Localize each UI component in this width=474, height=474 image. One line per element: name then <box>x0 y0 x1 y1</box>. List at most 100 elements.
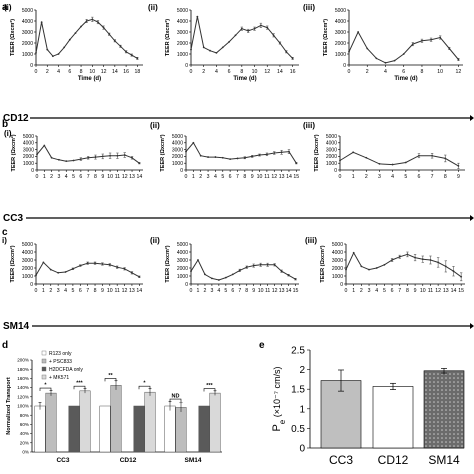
x-tick-label: 9 <box>252 288 255 294</box>
chart-a-ii: (ii) 0 1000 2000 3000 4000 5000 0 2 4 6 8 10 12 14 16 TE… <box>148 3 299 82</box>
data-point <box>238 269 241 272</box>
bar <box>34 405 46 453</box>
data-point <box>360 265 363 268</box>
data-point <box>228 41 231 43</box>
legend-label: + MK571 <box>49 375 69 381</box>
significance-bracket <box>203 388 216 392</box>
data-point <box>138 162 141 165</box>
data-point <box>97 21 99 23</box>
data-point <box>131 156 133 159</box>
data-point <box>199 154 202 157</box>
bar <box>372 386 414 449</box>
x-tick-label: 5 <box>71 288 74 294</box>
x-tick-label: 2 <box>203 288 206 294</box>
x-tick-label: 10 <box>420 288 426 294</box>
data-point <box>63 46 66 49</box>
x-tick-label: 4 <box>65 174 68 180</box>
x-tick-label: 10 <box>89 69 95 75</box>
y-tick-label: 80% <box>20 413 29 418</box>
x-tick-label: 13 <box>129 174 135 180</box>
x-tick-label: 4 <box>215 69 218 75</box>
y-tick-label: 4000 <box>22 19 33 25</box>
data-point <box>429 259 432 261</box>
bar <box>198 405 210 453</box>
data-point <box>439 36 442 39</box>
x-tick-label: 1 <box>43 174 46 180</box>
data-point <box>366 47 369 50</box>
y-axis-label: TEER (Ωxcm²) <box>159 134 166 171</box>
data-point <box>295 162 298 165</box>
x-tick-label: 5 <box>224 288 227 294</box>
panel-label-d: d <box>2 340 8 351</box>
x-tick-label: 3 <box>57 288 60 294</box>
x-tick-label: 13 <box>279 288 285 294</box>
panel-label-a: a <box>2 2 8 13</box>
data-point <box>136 57 139 60</box>
data-point <box>398 255 401 258</box>
y-tick-label: 2000 <box>172 154 183 160</box>
data-point <box>43 144 46 147</box>
x-tick-label: 4 <box>57 69 60 75</box>
data-point <box>452 270 455 273</box>
x-tick-label: 15 <box>293 174 299 180</box>
chart-a-iii: (iii) 0 1000 2000 3000 4000 5000 0 2 4 6 8 10 12 TEER … <box>303 3 463 82</box>
data-point <box>108 263 111 266</box>
data-point <box>375 57 378 60</box>
x-tick-label: 3 <box>57 174 60 180</box>
x-tick-label: 12 <box>122 174 128 180</box>
panel-label-b: b <box>2 119 8 130</box>
significance-bracket <box>73 385 86 390</box>
x-tick-label: 8 <box>240 69 243 75</box>
bar <box>209 392 221 453</box>
data-point <box>391 163 394 166</box>
series-line <box>339 151 459 167</box>
data-point <box>287 274 290 277</box>
y-tick-label: 2000 <box>22 41 33 47</box>
row-label-cc3: CC3 <box>3 213 23 224</box>
data-point <box>202 46 205 49</box>
chart-e: 0 0.5 1 1.5 2 2.5 Pe (×10⁻⁷ cm/s) CC3 CD12 SM14 <box>271 346 465 467</box>
x-tick-label: 8 <box>94 288 97 294</box>
y-tick-label: 0 <box>334 168 337 174</box>
y-tick-label: 0.5 <box>291 424 305 435</box>
data-point <box>291 57 294 60</box>
y-tick-label: 0 <box>185 63 188 69</box>
data-point <box>406 253 409 256</box>
data-point <box>236 157 239 160</box>
series-line <box>185 141 297 164</box>
bar <box>320 380 362 449</box>
x-tick-label: 2 <box>49 288 52 294</box>
y-axis-label: Pe (×10⁻⁷ cm/s) <box>271 366 287 431</box>
x-tick-label: 6 <box>418 174 421 180</box>
data-point <box>345 268 347 271</box>
x-tick-label: 10 <box>252 69 258 75</box>
y-tick-label: 160% <box>17 376 29 381</box>
data-point <box>123 267 126 270</box>
data-point <box>42 261 45 264</box>
x-tick-label: 0 <box>36 174 39 180</box>
data-point <box>204 273 206 276</box>
x-tick-label: 2 <box>366 69 369 75</box>
x-tick-label: 4 <box>64 288 67 294</box>
y-tick-label: 3000 <box>23 147 34 153</box>
data-point <box>116 154 119 157</box>
data-point <box>437 261 440 264</box>
x-tick-label: 0 <box>35 288 38 294</box>
data-point <box>85 20 88 22</box>
data-point <box>217 279 220 281</box>
significance-label: ND <box>172 394 180 400</box>
legend-swatch <box>41 374 47 380</box>
data-point <box>64 271 67 273</box>
data-point <box>414 256 416 259</box>
data-point <box>72 159 75 162</box>
data-point <box>240 27 243 30</box>
y-tick-label: 3000 <box>177 30 188 36</box>
data-point <box>384 61 387 64</box>
x-tick-label: 7 <box>86 288 89 294</box>
y-tick-label: 5000 <box>177 8 188 14</box>
x-tick-label: 8 <box>80 69 83 75</box>
x-tick-label: 11 <box>265 288 270 294</box>
row-arrowhead-cc3 <box>470 215 474 221</box>
